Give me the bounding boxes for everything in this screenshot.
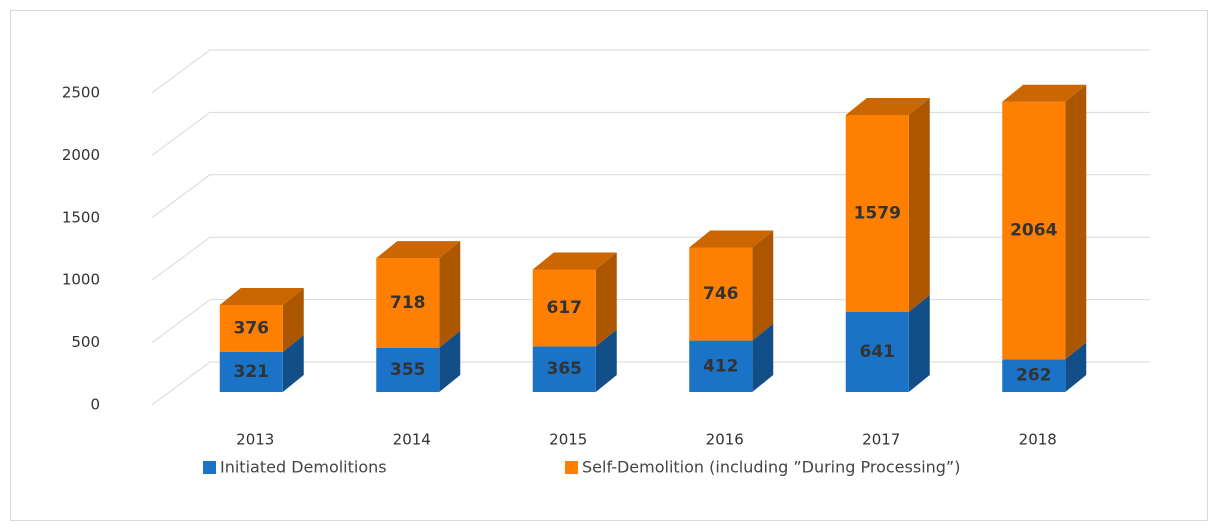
bar-side (752, 230, 774, 341)
bar (1002, 359, 1066, 392)
y-tick-label: 500 (71, 333, 100, 351)
bar-side (439, 241, 461, 348)
bar-side (595, 329, 617, 392)
grid-line (151, 174, 1150, 219)
y-tick-label: 1000 (62, 271, 100, 289)
bar (1002, 101, 1066, 360)
x-tick-label: 2015 (549, 431, 587, 449)
bar (376, 347, 440, 392)
bar-side (595, 252, 617, 347)
bar (689, 340, 753, 392)
bar-side (908, 97, 930, 313)
bar (845, 312, 909, 392)
data-label: 376 (234, 318, 270, 338)
bar-side (1065, 84, 1087, 360)
bar-side (1065, 342, 1087, 392)
bar (689, 247, 753, 341)
bar-side (752, 323, 774, 392)
grid-line (151, 111, 1150, 156)
legend-swatch (203, 461, 216, 474)
grid-line (151, 236, 1150, 281)
data-label: 355 (390, 360, 426, 380)
data-label: 262 (1016, 366, 1052, 386)
grid-line (151, 361, 1150, 406)
bar-side (908, 295, 930, 392)
x-tick-label: 2017 (862, 431, 900, 449)
bar (219, 305, 283, 352)
legend-swatch (565, 461, 578, 474)
bar-side (439, 330, 461, 392)
data-label: 617 (547, 298, 583, 318)
data-label: 412 (703, 356, 739, 376)
data-label: 746 (703, 284, 739, 304)
y-tick-label: 2000 (62, 146, 100, 164)
data-label: 718 (390, 293, 426, 313)
bar (376, 258, 440, 348)
x-tick-label: 2016 (706, 431, 744, 449)
grid-line (151, 299, 1150, 344)
data-label: 365 (547, 359, 583, 379)
x-tick-label: 2014 (393, 431, 431, 449)
legend-label: Self-Demolition (including ”During Proce… (582, 458, 960, 477)
bar-top (1002, 84, 1087, 102)
data-label: 1579 (854, 203, 901, 223)
bar-side (282, 334, 304, 392)
bar (845, 114, 909, 313)
x-tick-label: 2018 (1019, 431, 1057, 449)
y-tick-label: 0 (90, 396, 100, 414)
bar-top (376, 241, 461, 259)
y-tick-label: 2500 (62, 84, 100, 102)
legend-label: Initiated Demolitions (220, 458, 387, 477)
data-label: 2064 (1010, 221, 1057, 241)
bar-side (282, 288, 304, 352)
x-tick-label: 2013 (236, 431, 274, 449)
y-tick-label: 1500 (62, 208, 100, 226)
bar-top (219, 288, 304, 306)
data-label: 641 (860, 342, 896, 362)
bar-top (845, 97, 930, 115)
bar (532, 269, 596, 347)
data-label: 321 (234, 362, 270, 382)
bar (532, 346, 596, 392)
bar-top (689, 230, 774, 248)
bar (219, 351, 283, 392)
grid-line (151, 49, 1150, 94)
bar-top (532, 252, 617, 270)
